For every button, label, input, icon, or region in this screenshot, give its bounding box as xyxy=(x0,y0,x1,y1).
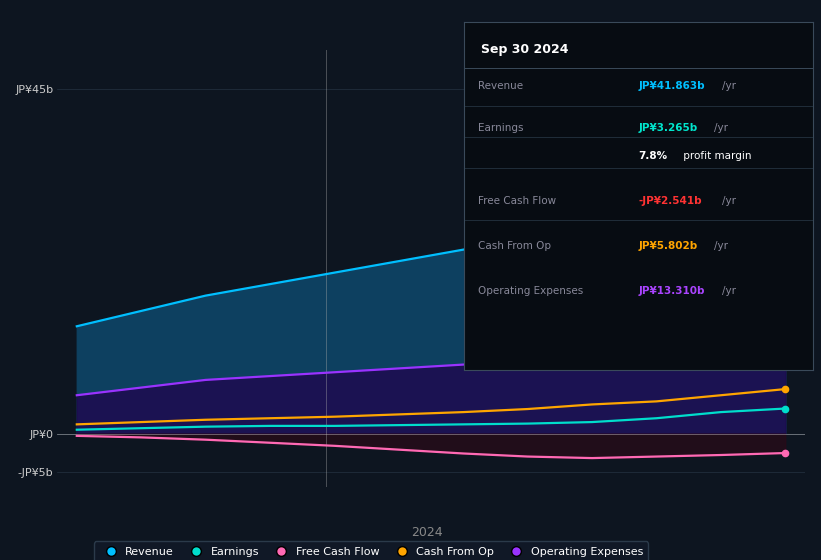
Text: Earnings: Earnings xyxy=(478,123,523,133)
Text: JP¥41.863b: JP¥41.863b xyxy=(639,81,705,91)
Text: Operating Expenses: Operating Expenses xyxy=(478,286,583,296)
Text: Revenue: Revenue xyxy=(478,81,523,91)
Text: 7.8%: 7.8% xyxy=(639,151,667,161)
Text: /yr: /yr xyxy=(722,286,736,296)
Legend: Revenue, Earnings, Free Cash Flow, Cash From Op, Operating Expenses: Revenue, Earnings, Free Cash Flow, Cash … xyxy=(94,542,649,560)
Text: Sep 30 2024: Sep 30 2024 xyxy=(481,43,569,56)
Text: profit margin: profit margin xyxy=(680,151,752,161)
Text: JP¥13.310b: JP¥13.310b xyxy=(639,286,704,296)
Text: /yr: /yr xyxy=(714,123,728,133)
Text: JP¥5.802b: JP¥5.802b xyxy=(639,241,698,251)
Text: /yr: /yr xyxy=(714,241,728,251)
Text: /yr: /yr xyxy=(722,196,736,206)
Text: Cash From Op: Cash From Op xyxy=(478,241,551,251)
Text: Free Cash Flow: Free Cash Flow xyxy=(478,196,556,206)
Text: /yr: /yr xyxy=(722,81,736,91)
Text: JP¥3.265b: JP¥3.265b xyxy=(639,123,698,133)
Text: -JP¥2.541b: -JP¥2.541b xyxy=(639,196,702,206)
Text: 2024: 2024 xyxy=(411,526,443,539)
